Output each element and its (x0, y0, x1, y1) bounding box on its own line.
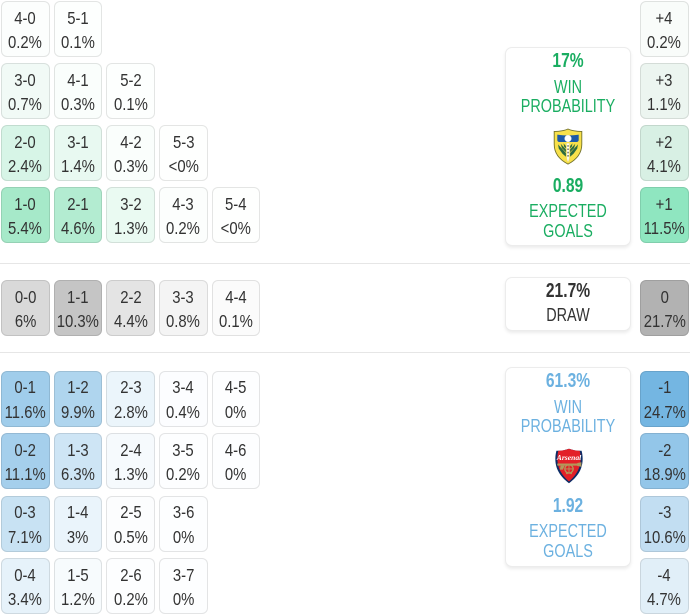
svg-text:Arsenal: Arsenal (555, 453, 581, 462)
